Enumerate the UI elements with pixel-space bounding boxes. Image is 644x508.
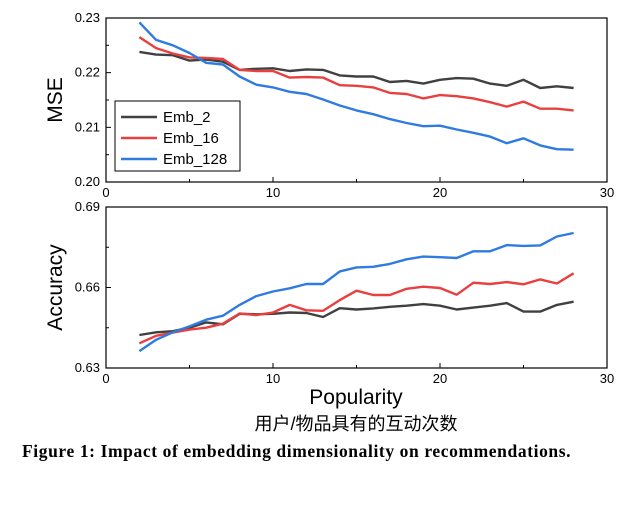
y-tick-label: 0.63 <box>75 360 100 375</box>
mse-panel: 0.20 0.21 0.22 0.23 0 10 20 30 MSE <box>44 10 614 200</box>
y-axis-title: Accuracy <box>44 244 67 331</box>
accuracy-panel: 0.63 0.66 0.69 0 10 20 30 Accuracy <box>44 199 614 386</box>
y-tick-label: 0.69 <box>75 199 100 214</box>
legend-label: Emb_16 <box>163 130 219 147</box>
y-tick-label: 0.21 <box>75 119 100 134</box>
x-tick-label: 20 <box>433 371 447 386</box>
legend: Emb_2 Emb_16 Emb_128 <box>114 100 241 172</box>
x-tick-label: 0 <box>102 185 109 200</box>
x-tick-label: 10 <box>266 185 280 200</box>
x-tick-label: 0 <box>102 371 109 386</box>
x-tick-label: 30 <box>600 371 614 386</box>
legend-label: Emb_128 <box>163 151 227 168</box>
figure-caption: Figure 1: Impact of embedding dimensiona… <box>22 441 572 461</box>
y-tick-label: 0.20 <box>75 174 100 189</box>
y-axis-title: MSE <box>44 77 67 123</box>
series-line-emb-16 <box>138 36 574 112</box>
x-axis-subtitle: 用户/物品具有的互动次数 <box>255 414 458 434</box>
series-line-emb-2 <box>139 300 574 337</box>
series-line-emb-128 <box>138 21 574 151</box>
series-line-emb-128 <box>138 231 574 353</box>
x-axis-title: Popularity <box>309 386 403 409</box>
plot-frame <box>105 206 608 369</box>
x-tick-label: 20 <box>433 185 447 200</box>
x-tick-label: 30 <box>600 185 614 200</box>
y-tick-label: 0.23 <box>75 10 100 25</box>
legend-label: Emb_2 <box>163 109 211 126</box>
series-line-emb-16 <box>138 272 575 345</box>
y-tick-label: 0.22 <box>75 65 100 80</box>
series-line-emb-2 <box>139 50 574 90</box>
x-tick-label: 10 <box>266 371 280 386</box>
y-tick-label: 0.66 <box>75 280 100 295</box>
